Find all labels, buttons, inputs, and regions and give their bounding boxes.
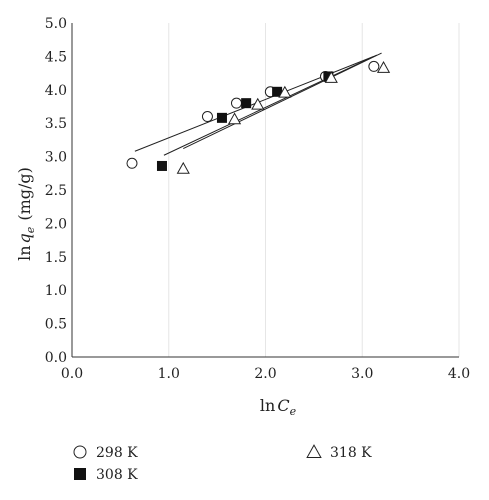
x-tick-label: 2.0 — [254, 366, 276, 382]
x-tick-label: 0.0 — [61, 366, 83, 382]
y-tick-label: 5.0 — [45, 16, 67, 32]
y-tick-label: 4.0 — [45, 83, 67, 99]
data-point-circle — [230, 97, 242, 109]
y-tick-label: 4.5 — [45, 49, 67, 65]
data-point-square — [156, 160, 167, 171]
y-tick-label: 3.5 — [45, 116, 67, 132]
legend-marker-triangle — [306, 444, 322, 459]
data-point-triangle — [227, 112, 242, 125]
legend-label: 318 K — [330, 445, 372, 461]
data-point-triangle — [376, 60, 391, 73]
data-point-square — [241, 98, 252, 109]
y-axis-label: lnqe(mg/g) — [15, 167, 37, 261]
legend-label: 298 K — [96, 445, 138, 461]
y-tick-label: 3.0 — [45, 150, 67, 166]
y-tick-label: 1.0 — [45, 283, 67, 299]
y-tick-label: 2.0 — [45, 216, 67, 232]
y-tick-label: 0.5 — [45, 317, 67, 333]
data-point-triangle — [324, 70, 338, 83]
y-tick-label: 0.0 — [45, 350, 67, 366]
data-point-triangle — [251, 97, 265, 110]
data-point-circle — [368, 60, 380, 72]
data-points — [126, 60, 391, 174]
fit-line — [163, 54, 377, 156]
x-tick-label: 4.0 — [448, 366, 470, 382]
legend-label: 308 K — [96, 467, 138, 483]
legend-marker-square — [74, 468, 86, 480]
data-point-triangle — [176, 161, 190, 174]
data-point-triangle — [278, 85, 292, 98]
x-axis-label: ln Ce — [260, 396, 297, 418]
grid-lines — [168, 23, 460, 357]
data-point-square — [216, 112, 227, 123]
x-tick-label: 3.0 — [351, 366, 373, 382]
fit-line — [183, 52, 382, 150]
tick-labels: 0.0 1.0 2.0 3.0 4.0 0.0 0.5 1.0 1.5 2.0 2.5 3.0 3.5 4… — [45, 16, 470, 382]
y-tick-label: 2.5 — [45, 183, 67, 199]
data-point-circle — [201, 111, 213, 123]
legend-marker-circle — [73, 445, 87, 459]
axes — [71, 23, 459, 358]
data-point-circle — [126, 157, 138, 169]
y-tick-label: 1.5 — [45, 250, 67, 266]
legend: 298 K 308 K 318 K — [73, 444, 372, 483]
x-tick-label: 1.0 — [158, 366, 180, 382]
data-point-square — [272, 86, 283, 97]
